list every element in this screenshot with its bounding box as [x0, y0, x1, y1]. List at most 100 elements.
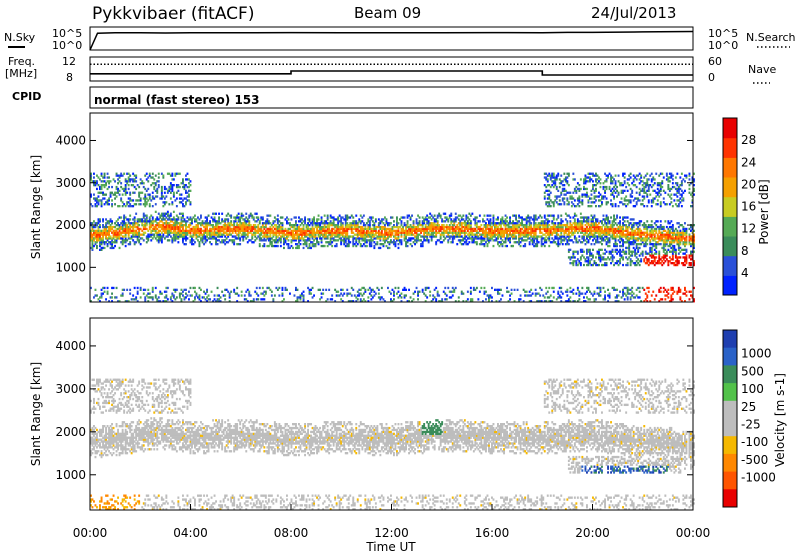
heatmap-cell	[387, 231, 389, 234]
heatmap-cell	[616, 243, 619, 246]
heatmap-cell	[374, 237, 377, 240]
heatmap-cell	[545, 218, 548, 221]
heatmap-cell	[604, 189, 607, 192]
heatmap-cell	[614, 296, 617, 299]
heatmap-cell	[109, 224, 112, 227]
heatmap-cell	[472, 288, 475, 291]
heatmap-cell	[287, 235, 290, 238]
heatmap-cell	[289, 292, 291, 295]
heatmap-cell	[590, 218, 593, 221]
heatmap-cell	[100, 243, 103, 246]
heatmap-cell	[194, 229, 196, 232]
heatmap-cell	[377, 225, 380, 229]
heatmap-cell	[148, 205, 151, 208]
heatmap-cell	[120, 294, 123, 297]
heatmap-cell	[415, 237, 418, 240]
heatmap-cell	[185, 243, 187, 246]
heatmap-cell	[316, 239, 319, 242]
heatmap-cell	[242, 231, 245, 234]
heatmap-cell	[174, 233, 177, 236]
heatmap-cell	[240, 235, 243, 238]
heatmap-cell	[358, 288, 361, 291]
heatmap-cell	[295, 237, 297, 240]
heatmap-cell	[108, 229, 111, 232]
heatmap-cell	[368, 241, 371, 244]
heatmap-cell	[185, 288, 187, 291]
heatmap-cell	[123, 229, 126, 232]
heatmap-cell	[605, 201, 608, 204]
heatmap-cell	[483, 233, 486, 236]
heatmap-cell	[586, 231, 588, 234]
heatmap-cell	[595, 241, 597, 244]
heatmap-cell	[525, 225, 528, 229]
heatmap-cell	[281, 294, 284, 297]
heatmap-cell	[370, 290, 373, 293]
heatmap-cell	[482, 300, 484, 303]
heatmap-cell	[469, 298, 472, 301]
heatmap-cell	[396, 220, 398, 223]
heatmap-cell	[295, 224, 297, 227]
heatmap-cell	[578, 225, 581, 229]
heatmap-cell	[358, 237, 361, 240]
heatmap-cell	[192, 227, 195, 231]
heatmap-cell	[533, 224, 536, 227]
heatmap-cell	[273, 233, 276, 236]
heatmap-cell	[519, 227, 522, 231]
heatmap-cell	[97, 233, 100, 236]
heatmap-cell	[527, 225, 530, 229]
heatmap-cell	[171, 174, 174, 177]
heatmap-cell	[519, 241, 522, 244]
heatmap-cell	[462, 225, 465, 229]
heatmap-cell	[560, 191, 563, 194]
heatmap-cell	[555, 174, 558, 177]
heatmap-cell	[151, 218, 154, 221]
heatmap-cell	[129, 222, 132, 225]
heatmap-cell	[563, 233, 566, 236]
heatmap-cell	[322, 229, 325, 232]
heatmap-cell	[206, 225, 209, 229]
heatmap-cell	[156, 189, 159, 192]
heatmap-cell	[515, 235, 518, 238]
heatmap-cell	[521, 233, 524, 236]
heatmap-cell	[364, 227, 367, 231]
heatmap-cell	[147, 176, 150, 179]
heatmap-cell	[215, 220, 218, 223]
heatmap-cell	[513, 241, 516, 244]
heatmap-cell	[607, 237, 610, 240]
heatmap-cell	[239, 231, 242, 234]
heatmap-cell	[394, 235, 397, 238]
heatmap-cell	[494, 233, 496, 236]
heatmap-cell	[267, 229, 270, 232]
heatmap-cell	[329, 241, 332, 244]
heatmap-cell	[302, 229, 305, 232]
heatmap-cell	[343, 243, 346, 246]
heatmap-cell	[144, 296, 147, 299]
heatmap-cell	[367, 231, 370, 234]
heatmap-cell	[451, 225, 454, 229]
heatmap-cell	[359, 227, 362, 231]
heatmap-cell	[533, 239, 536, 242]
heatmap-cell	[516, 225, 519, 229]
heatmap-cell	[445, 298, 448, 301]
heatmap-cell	[462, 300, 465, 303]
heatmap-cell	[599, 258, 602, 261]
heatmap-cell	[602, 231, 605, 234]
heatmap-cell	[139, 288, 142, 291]
heatmap-cell	[409, 239, 412, 242]
heatmap-cell	[421, 244, 424, 248]
heatmap-cell	[472, 229, 475, 232]
heatmap-cell	[216, 227, 219, 231]
heatmap-cell	[144, 195, 147, 198]
heatmap-cell	[341, 300, 344, 303]
heatmap-cell	[197, 231, 199, 234]
heatmap-cell	[145, 222, 148, 225]
heatmap-cell	[596, 195, 599, 198]
heatmap-cell	[592, 184, 594, 187]
heatmap-cell	[602, 214, 605, 217]
heatmap-cell	[281, 231, 284, 234]
heatmap-cell	[93, 296, 95, 299]
heatmap-cell	[485, 231, 487, 234]
heatmap-cell	[157, 239, 160, 242]
heatmap-cell	[90, 174, 92, 177]
heatmap-cell	[142, 182, 145, 185]
